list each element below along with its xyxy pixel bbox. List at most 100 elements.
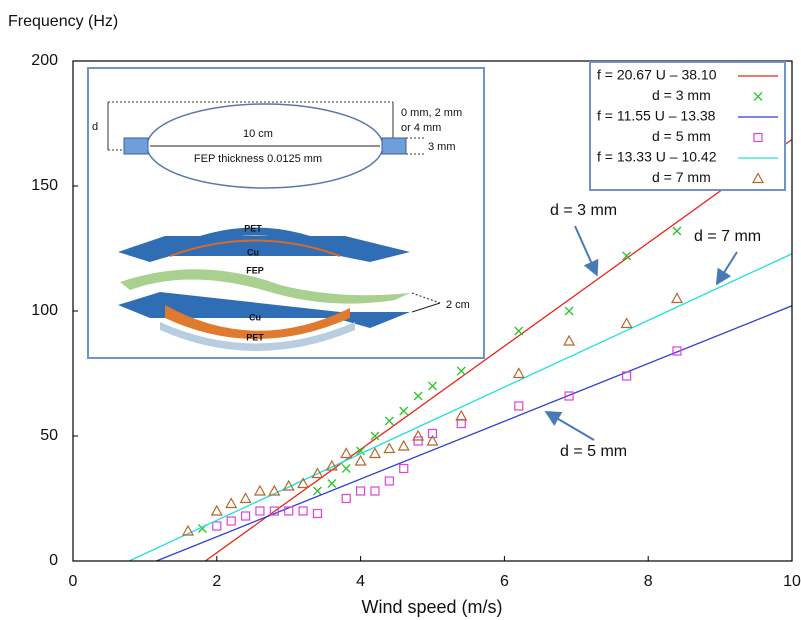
marker-square xyxy=(564,391,574,401)
marker-cross xyxy=(384,416,394,426)
marker-cross xyxy=(413,391,423,401)
plot-area: 0 50 100 150 200 0 2 4 6 8 10 xyxy=(31,52,801,590)
marker-triangle xyxy=(620,317,633,329)
inset-label: 3 mm xyxy=(428,141,456,153)
marker-cross xyxy=(428,381,437,391)
inset-label: FEP xyxy=(246,265,264,275)
x-tick-label: 6 xyxy=(500,573,509,590)
marker-cross xyxy=(399,406,409,416)
annotation: d = 7 mm xyxy=(694,228,761,245)
annotation: d = 5 mm xyxy=(560,443,627,460)
marker-square xyxy=(370,486,380,496)
marker-triangle xyxy=(182,524,195,536)
marker-triangle xyxy=(368,447,381,459)
marker-triangle xyxy=(239,492,252,504)
marker-square xyxy=(298,506,308,516)
marker-square xyxy=(212,521,222,531)
marker-triangle xyxy=(426,434,439,446)
x-tick-label: 10 xyxy=(783,573,801,590)
marker-square xyxy=(255,506,265,516)
inset-label: PET xyxy=(246,332,264,342)
series-group xyxy=(128,138,792,561)
x-tick-label: 2 xyxy=(212,573,221,590)
arrows xyxy=(544,225,738,441)
legend-swatch xyxy=(753,92,763,101)
marker-triangle xyxy=(354,454,367,466)
inset-label: 10 cm xyxy=(243,128,273,140)
marker-square xyxy=(240,511,251,521)
inset-label: 2 cm xyxy=(446,299,470,311)
y-tick-label: 200 xyxy=(31,52,58,69)
marker-cross xyxy=(564,306,574,316)
marker-triangle xyxy=(670,292,683,304)
x-axis-label: Wind speed (m/s) xyxy=(361,597,502,617)
fit-line xyxy=(156,305,792,561)
marker-cross xyxy=(370,431,380,441)
marker-triangle xyxy=(311,467,324,479)
legend-label: f = 11.55 U – 13.38 xyxy=(597,108,716,124)
marker-square xyxy=(514,401,524,411)
marker-square xyxy=(269,506,279,516)
marker-triangle xyxy=(297,477,310,489)
inset-label: 0 mm, 2 mm xyxy=(401,107,462,119)
marker-triangle xyxy=(253,484,266,496)
marker-square xyxy=(226,516,236,526)
marker-cross xyxy=(672,226,682,236)
y-tick-label: 100 xyxy=(31,302,58,319)
annotation: d = 3 mm xyxy=(550,202,617,219)
legend-label: d = 5 mm xyxy=(652,128,711,144)
marker-square xyxy=(341,493,351,504)
marker-square xyxy=(284,506,294,516)
inset-label: Cu xyxy=(249,312,261,322)
marker-cross xyxy=(356,446,366,456)
marker-cross xyxy=(313,486,322,496)
y-tick-label: 150 xyxy=(31,177,58,194)
plot-frame xyxy=(72,60,793,562)
marker-triangle xyxy=(340,447,353,459)
marker-square xyxy=(456,418,466,429)
marker-triangle xyxy=(563,334,576,346)
marker-square xyxy=(622,371,632,381)
marker-cross xyxy=(456,366,466,376)
marker-triangle xyxy=(210,504,223,516)
y-axis-label: Frequency (Hz) xyxy=(8,13,118,30)
marker-cross xyxy=(341,464,351,473)
x-tick-label: 0 xyxy=(69,573,78,590)
marker-square xyxy=(672,346,682,356)
legend-swatch xyxy=(753,132,763,143)
marker-triangle xyxy=(412,429,425,441)
marker-square xyxy=(312,508,323,519)
inset-label: or 4 mm xyxy=(401,122,441,134)
marker-square xyxy=(427,428,438,439)
marker-square xyxy=(413,436,423,446)
marker-square xyxy=(399,463,409,474)
marker-cross xyxy=(622,251,632,261)
legend-swatch xyxy=(751,172,765,184)
inset-label: PET xyxy=(244,223,262,233)
inset-label: Cu xyxy=(247,247,259,257)
legend-label: d = 3 mm xyxy=(652,87,711,103)
marker-square xyxy=(356,486,366,496)
marker-triangle xyxy=(325,459,338,471)
marker-triangle xyxy=(512,367,525,379)
marker-triangle xyxy=(268,484,281,496)
marker-triangle xyxy=(282,479,295,491)
marker-triangle xyxy=(225,497,238,509)
fit-line xyxy=(204,138,792,561)
legend-label: f = 20.67 U – 38.10 xyxy=(597,67,717,83)
marker-triangle xyxy=(397,439,410,451)
x-tick-label: 4 xyxy=(356,573,365,590)
inset-label: d xyxy=(92,121,98,133)
marker-square xyxy=(384,476,394,486)
fit-line xyxy=(128,253,792,561)
marker-triangle xyxy=(383,442,396,454)
legend xyxy=(589,61,786,191)
legend-label: f = 13.33 U – 10.42 xyxy=(597,149,717,165)
inset xyxy=(87,67,485,359)
marker-triangle xyxy=(455,409,468,421)
marker-cross xyxy=(327,479,337,488)
y-tick-label: 0 xyxy=(49,552,58,569)
y-tick-label: 50 xyxy=(40,427,58,444)
inset-labels: d 10 cm FEP thickness 0.0125 mm 0 mm, 2 mm o… xyxy=(92,107,470,342)
